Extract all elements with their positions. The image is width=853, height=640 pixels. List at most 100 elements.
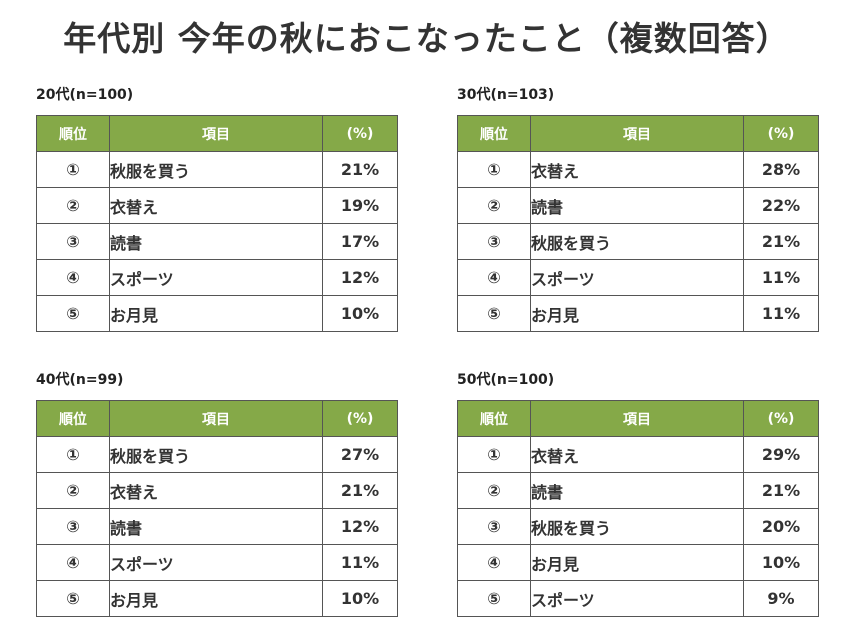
percent-cell: 21% [743, 223, 819, 260]
percent-cell: 19% [322, 187, 398, 224]
rank-header: 順位 [36, 400, 110, 437]
rank-header: 順位 [457, 115, 531, 152]
table-row: ④ スポーツ 11% [457, 259, 819, 296]
item-cell: 衣替え [109, 472, 323, 509]
table-row: ② 衣替え 19% [36, 187, 398, 224]
table-row: ③ 読書 17% [36, 223, 398, 260]
table-row: ⑤ お月見 10% [36, 580, 398, 617]
table-row: ④ スポーツ 11% [36, 544, 398, 581]
percent-header: (%) [322, 400, 398, 437]
percent-cell: 21% [322, 151, 398, 188]
table-header-row: 順位 項目 (%) [457, 400, 819, 437]
rank-cell: ② [36, 187, 110, 224]
table-header-row: 順位 項目 (%) [36, 115, 398, 152]
percent-cell: 27% [322, 436, 398, 473]
rank-cell: ③ [36, 223, 110, 260]
item-cell: スポーツ [109, 259, 323, 296]
percent-header: (%) [322, 115, 398, 152]
item-cell: 読書 [530, 187, 744, 224]
item-cell: 秋服を買う [109, 151, 323, 188]
rank-cell: ③ [457, 508, 531, 545]
table-row: ② 衣替え 21% [36, 472, 398, 509]
ranking-table: 順位 項目 (%) ① 衣替え 29% ② 読書 21% ③ 秋服を買う 20%… [457, 400, 819, 617]
rank-cell: ④ [36, 544, 110, 581]
item-cell: 読書 [109, 508, 323, 545]
item-cell: 衣替え [530, 436, 744, 473]
table-row: ④ お月見 10% [457, 544, 819, 581]
item-header: 項目 [530, 115, 744, 152]
rank-cell: ④ [457, 544, 531, 581]
table-caption: 50代(n=100) [457, 372, 555, 388]
table-block-30s: 30代(n=103) 順位 項目 (%) ① 衣替え 28% ② 読書 22% … [457, 84, 819, 332]
item-cell: スポーツ [530, 259, 744, 296]
item-cell: 衣替え [109, 187, 323, 224]
table-caption: 30代(n=103) [457, 87, 555, 103]
rank-cell: ⑤ [457, 580, 531, 617]
item-cell: お月見 [530, 295, 744, 332]
table-row: ④ スポーツ 12% [36, 259, 398, 296]
item-header: 項目 [109, 400, 323, 437]
item-header: 項目 [109, 115, 323, 152]
percent-header: (%) [743, 115, 819, 152]
rank-cell: ② [457, 187, 531, 224]
percent-cell: 20% [743, 508, 819, 545]
item-cell: 衣替え [530, 151, 744, 188]
table-row: ③ 秋服を買う 21% [457, 223, 819, 260]
table-block-50s: 50代(n=100) 順位 項目 (%) ① 衣替え 29% ② 読書 21% … [457, 369, 819, 617]
item-cell: スポーツ [109, 544, 323, 581]
percent-cell: 11% [743, 259, 819, 296]
rank-cell: ③ [36, 508, 110, 545]
table-caption: 20代(n=100) [36, 87, 134, 103]
table-row: ⑤ お月見 11% [457, 295, 819, 332]
percent-cell: 11% [743, 295, 819, 332]
ranking-table: 順位 項目 (%) ① 秋服を買う 21% ② 衣替え 19% ③ 読書 17%… [36, 115, 398, 332]
item-cell: 読書 [109, 223, 323, 260]
ranking-table: 順位 項目 (%) ① 衣替え 28% ② 読書 22% ③ 秋服を買う 21%… [457, 115, 819, 332]
table-row: ① 秋服を買う 27% [36, 436, 398, 473]
table-caption: 40代(n=99) [36, 372, 124, 388]
table-header-row: 順位 項目 (%) [36, 400, 398, 437]
percent-cell: 9% [743, 580, 819, 617]
table-block-20s: 20代(n=100) 順位 項目 (%) ① 秋服を買う 21% ② 衣替え 1… [36, 84, 398, 332]
percent-cell: 11% [322, 544, 398, 581]
percent-cell: 28% [743, 151, 819, 188]
item-cell: お月見 [530, 544, 744, 581]
percent-cell: 10% [322, 580, 398, 617]
table-row: ① 衣替え 29% [457, 436, 819, 473]
rank-cell: ① [457, 151, 531, 188]
rank-cell: ① [457, 436, 531, 473]
item-cell: 読書 [530, 472, 744, 509]
table-row: ② 読書 22% [457, 187, 819, 224]
rank-cell: ③ [457, 223, 531, 260]
item-cell: 秋服を買う [109, 436, 323, 473]
percent-cell: 22% [743, 187, 819, 224]
rank-cell: ④ [36, 259, 110, 296]
rank-cell: ⑤ [36, 580, 110, 617]
rank-cell: ② [457, 472, 531, 509]
table-header-row: 順位 項目 (%) [457, 115, 819, 152]
percent-cell: 12% [322, 259, 398, 296]
percent-cell: 21% [322, 472, 398, 509]
table-row: ③ 秋服を買う 20% [457, 508, 819, 545]
percent-header: (%) [743, 400, 819, 437]
rank-cell: ⑤ [36, 295, 110, 332]
rank-cell: ④ [457, 259, 531, 296]
item-cell: お月見 [109, 295, 323, 332]
item-header: 項目 [530, 400, 744, 437]
rank-header: 順位 [457, 400, 531, 437]
table-row: ① 衣替え 28% [457, 151, 819, 188]
rank-header: 順位 [36, 115, 110, 152]
rank-cell: ① [36, 151, 110, 188]
rank-cell: ① [36, 436, 110, 473]
page-title: 年代別 今年の秋におこなったこと（複数回答） [63, 19, 790, 58]
rank-cell: ⑤ [457, 295, 531, 332]
percent-cell: 12% [322, 508, 398, 545]
rank-cell: ② [36, 472, 110, 509]
percent-cell: 29% [743, 436, 819, 473]
table-row: ③ 読書 12% [36, 508, 398, 545]
item-cell: 秋服を買う [530, 508, 744, 545]
ranking-table: 順位 項目 (%) ① 秋服を買う 27% ② 衣替え 21% ③ 読書 12%… [36, 400, 398, 617]
table-row: ② 読書 21% [457, 472, 819, 509]
table-row: ① 秋服を買う 21% [36, 151, 398, 188]
item-cell: お月見 [109, 580, 323, 617]
